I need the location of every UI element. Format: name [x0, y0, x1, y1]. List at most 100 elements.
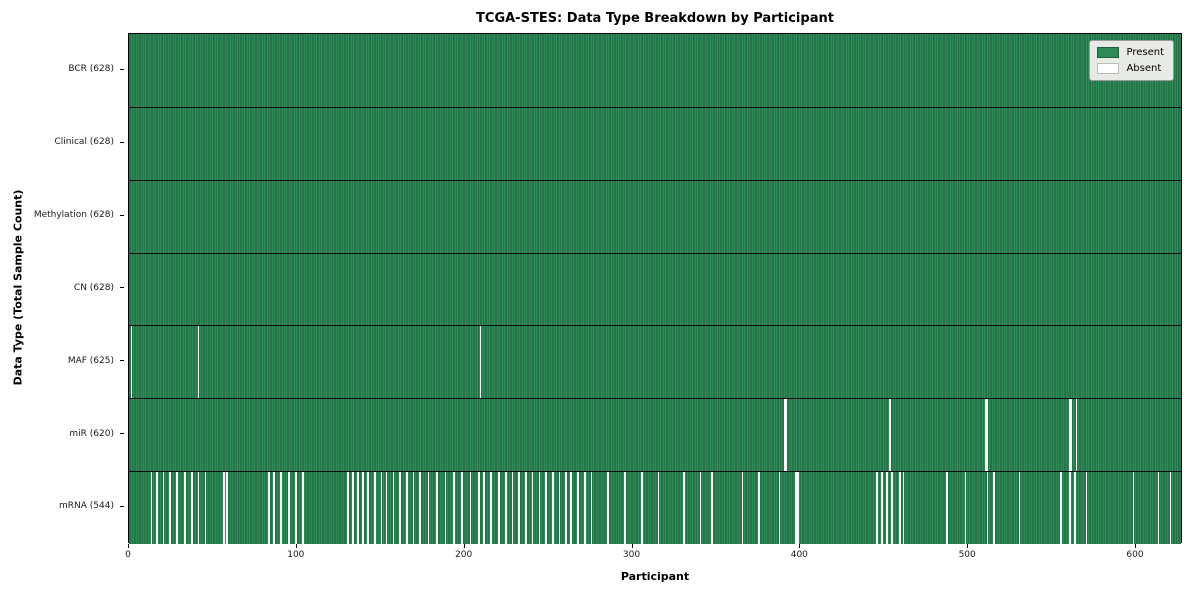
absent-mark [783, 399, 786, 472]
absent-mark [504, 472, 507, 544]
absent-mark [191, 472, 193, 544]
absent-mark [130, 326, 133, 399]
absent-mark [796, 472, 799, 544]
y-tick-labels: BCR (628) Clinical (628) Methylation (628)… [0, 33, 124, 543]
absent-mark [531, 472, 534, 544]
absent-mark [1060, 472, 1063, 544]
absent-mark [885, 472, 888, 544]
x-axis-label: Participant [620, 570, 690, 583]
absent-mark [607, 472, 609, 544]
absent-mark [444, 472, 447, 544]
legend-swatch [1097, 63, 1120, 74]
absent-mark [412, 472, 415, 544]
y-tick: Clinical (628) [0, 106, 124, 179]
absent-mark [570, 472, 573, 544]
heatmap-row [129, 471, 1181, 544]
legend-swatch [1097, 47, 1120, 58]
absent-mark [699, 472, 702, 544]
absent-mark [1068, 399, 1071, 472]
absent-mark [711, 472, 714, 544]
y-tick: miR (620) [0, 397, 124, 470]
heatmap-row [129, 398, 1181, 472]
legend-entry: Present [1097, 47, 1164, 58]
absent-mark [419, 472, 422, 544]
absent-mark [640, 472, 643, 544]
absent-mark [1070, 399, 1073, 472]
absent-mark [427, 472, 430, 544]
absent-mark [380, 472, 383, 544]
absent-mark [795, 472, 797, 544]
absent-mark [657, 472, 660, 544]
y-tick: CN (628) [0, 252, 124, 325]
x-tick-mark [463, 544, 465, 548]
absent-mark [986, 472, 989, 544]
absent-mark [741, 472, 744, 544]
absent-mark [525, 472, 527, 544]
absent-mark [498, 472, 500, 544]
absent-mark [347, 472, 349, 544]
x-tick-labels: 0 100 200 300 400 500 600 [125, 543, 1182, 567]
absent-mark [461, 472, 463, 544]
x-tick-label: 400 [790, 550, 808, 560]
y-tick-label: Methylation (628) [33, 210, 114, 221]
heatmap-row [129, 34, 1181, 107]
absent-mark [538, 472, 541, 544]
absent-mark [785, 399, 787, 472]
absent-mark [624, 472, 626, 544]
x-tick-mark [1135, 544, 1136, 548]
y-tick-mark [120, 433, 124, 435]
absent-mark [280, 472, 282, 544]
absent-mark [1169, 472, 1172, 544]
absent-mark [880, 472, 883, 544]
absent-mark [399, 472, 401, 544]
absent-mark [452, 472, 455, 544]
y-tick-label: Clinical (628) [54, 137, 114, 148]
absent-mark [295, 472, 297, 544]
absent-mark [986, 399, 989, 472]
y-tick-label: mRNA (544) [59, 501, 114, 512]
x-tick-label: 300 [622, 550, 641, 560]
y-tick-label: CN (628) [73, 282, 114, 293]
absent-mark [511, 472, 514, 544]
absent-mark [1075, 399, 1078, 472]
absent-mark [367, 472, 369, 544]
y-tick: MAF (625) [0, 324, 124, 397]
absent-mark [489, 472, 492, 544]
heatmap-row [129, 179, 1181, 253]
absent-mark [875, 472, 878, 544]
absent-mark [405, 472, 408, 544]
y-tick: BCR (628) [0, 33, 124, 106]
absent-mark [301, 472, 304, 544]
x-tick-label: 100 [287, 550, 305, 560]
absent-mark [1157, 472, 1160, 544]
y-tick: mRNA (544) [0, 470, 124, 543]
absent-mark [479, 326, 482, 399]
x-tick-label: 500 [958, 550, 976, 560]
absent-mark [1018, 472, 1021, 544]
plot-area: Present Absent [128, 33, 1182, 544]
chart-title: TCGA-STES: Data Type Breakdown by Partic… [476, 11, 834, 26]
absent-mark [436, 472, 438, 544]
legend-label: Present [1126, 47, 1164, 58]
y-tick-mark [120, 360, 124, 362]
absent-mark [551, 472, 554, 544]
absent-mark [392, 472, 395, 544]
absent-mark [899, 472, 902, 544]
x-tick-mark [967, 544, 969, 548]
absent-mark [357, 472, 359, 544]
absent-mark [890, 472, 893, 544]
absent-mark [155, 472, 158, 544]
absent-mark [964, 472, 967, 544]
absent-mark [150, 472, 153, 544]
y-tick-label: BCR (628) [68, 64, 114, 75]
absent-mark [469, 472, 472, 544]
x-tick-mark [295, 544, 297, 548]
absent-mark [483, 472, 485, 544]
heatmap-row [129, 106, 1181, 180]
absent-mark [1085, 472, 1088, 544]
absent-mark [565, 472, 568, 544]
x-tick-mark [128, 544, 129, 548]
absent-mark [946, 472, 949, 544]
absent-mark [385, 472, 388, 544]
absent-mark [518, 472, 521, 544]
